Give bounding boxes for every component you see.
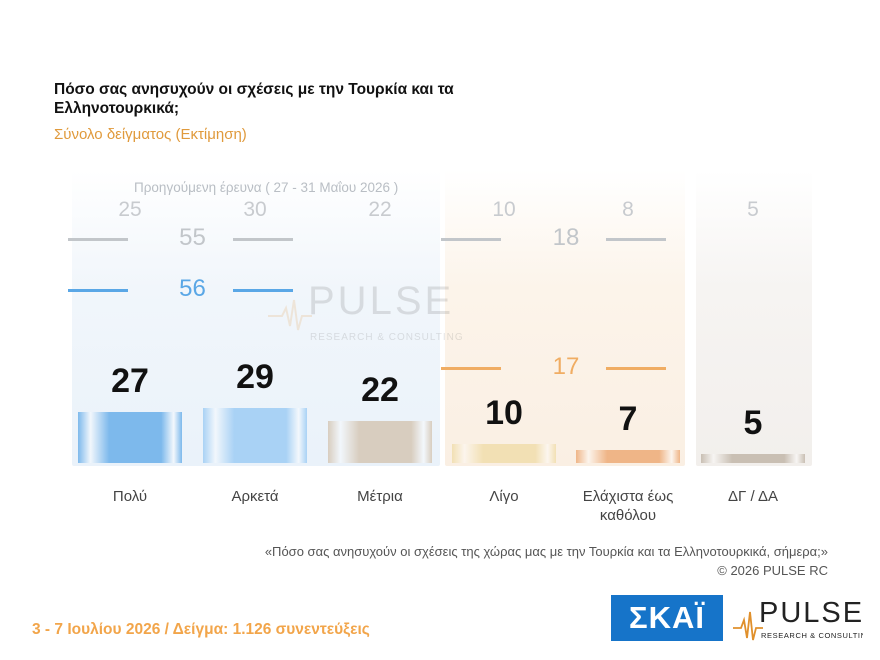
pulse-logo-tagline: RESEARCH & CONSULTING	[761, 631, 863, 640]
category-label-4: Ελάχιστα έως καθόλου	[582, 488, 674, 524]
bar-4	[576, 449, 680, 463]
question-quote: «Πόσο σας ανησυχούν οι σχέσεις της χώρας…	[265, 542, 828, 580]
previous-survey-label: Προηγούμενη έρευνα ( 27 - 31 Μαΐου 2026 …	[134, 180, 399, 195]
value-label-3: 10	[485, 394, 523, 432]
bar-1	[203, 407, 307, 463]
group-concern-current-line-right	[232, 289, 293, 292]
pulse-logo-name: PULSE	[759, 597, 863, 629]
previous-value-1: 30	[243, 198, 267, 221]
group-low-previous-line-right	[606, 238, 666, 241]
previous-value-0: 25	[118, 198, 142, 221]
watermark-name: PULSE	[308, 279, 454, 323]
group-concern-current-total: 56	[179, 275, 206, 302]
group-concern-previous-line-left	[67, 238, 128, 241]
value-label-1: 29	[236, 357, 274, 396]
value-label-0: 27	[111, 361, 149, 400]
group-concern-previous-total: 55	[179, 224, 206, 251]
category-label-5: ΔΓ / ΔΑ	[728, 488, 778, 505]
group-low-previous-total: 18	[552, 224, 580, 251]
chart-title: Πόσο σας ανησυχούν οι σχέσεις με την Του…	[54, 81, 454, 117]
group-low-current-line-right	[606, 367, 666, 370]
previous-value-4: 8	[622, 198, 634, 221]
group-low-current-line-left	[441, 367, 501, 370]
value-label-4: 7	[618, 399, 638, 438]
pulse-watermark: PULSE RESEARCH & CONSULTING	[268, 279, 464, 343]
bar-2	[328, 421, 432, 463]
category-label-0: Πολύ	[112, 488, 148, 505]
bar-5	[701, 453, 805, 463]
category-label-1: Αρκετά	[231, 488, 279, 505]
value-label-5: 5	[743, 403, 763, 442]
category-label-2: Μέτρια	[357, 488, 403, 505]
question-text: «Πόσο σας ανησυχούν οι σχέσεις της χώρας…	[264, 544, 828, 559]
chart-subtitle: Σύνολο δείγματος (Εκτίμηση)	[54, 126, 247, 143]
group-low-current-total: 17	[552, 353, 580, 380]
skai-logo: ΣΚΑΪ	[611, 595, 723, 641]
category-label-3: Λίγο	[489, 488, 519, 505]
group-panel-dk	[696, 170, 812, 466]
group-low-previous-line-left	[441, 238, 501, 241]
group-concern-current-line-left	[67, 289, 128, 292]
footer-survey-info: 3 - 7 Ιουλίου 2026 / Δείγμα: 1.126 συνεν…	[32, 621, 370, 638]
pulse-logo: PULSE RESEARCH & CONSULTING	[733, 597, 863, 641]
copyright-text: © 2026 PULSE RC	[717, 563, 828, 578]
group-concern-previous-line-right	[232, 238, 293, 241]
previous-value-2: 22	[368, 198, 392, 221]
previous-value-5: 5	[747, 198, 759, 221]
value-label-2: 22	[361, 371, 399, 410]
bar-0	[78, 411, 182, 463]
bar-3	[452, 444, 556, 463]
group-panel-low	[445, 170, 685, 466]
watermark-tagline: RESEARCH & CONSULTING	[310, 332, 464, 343]
previous-value-3: 10	[492, 198, 516, 221]
